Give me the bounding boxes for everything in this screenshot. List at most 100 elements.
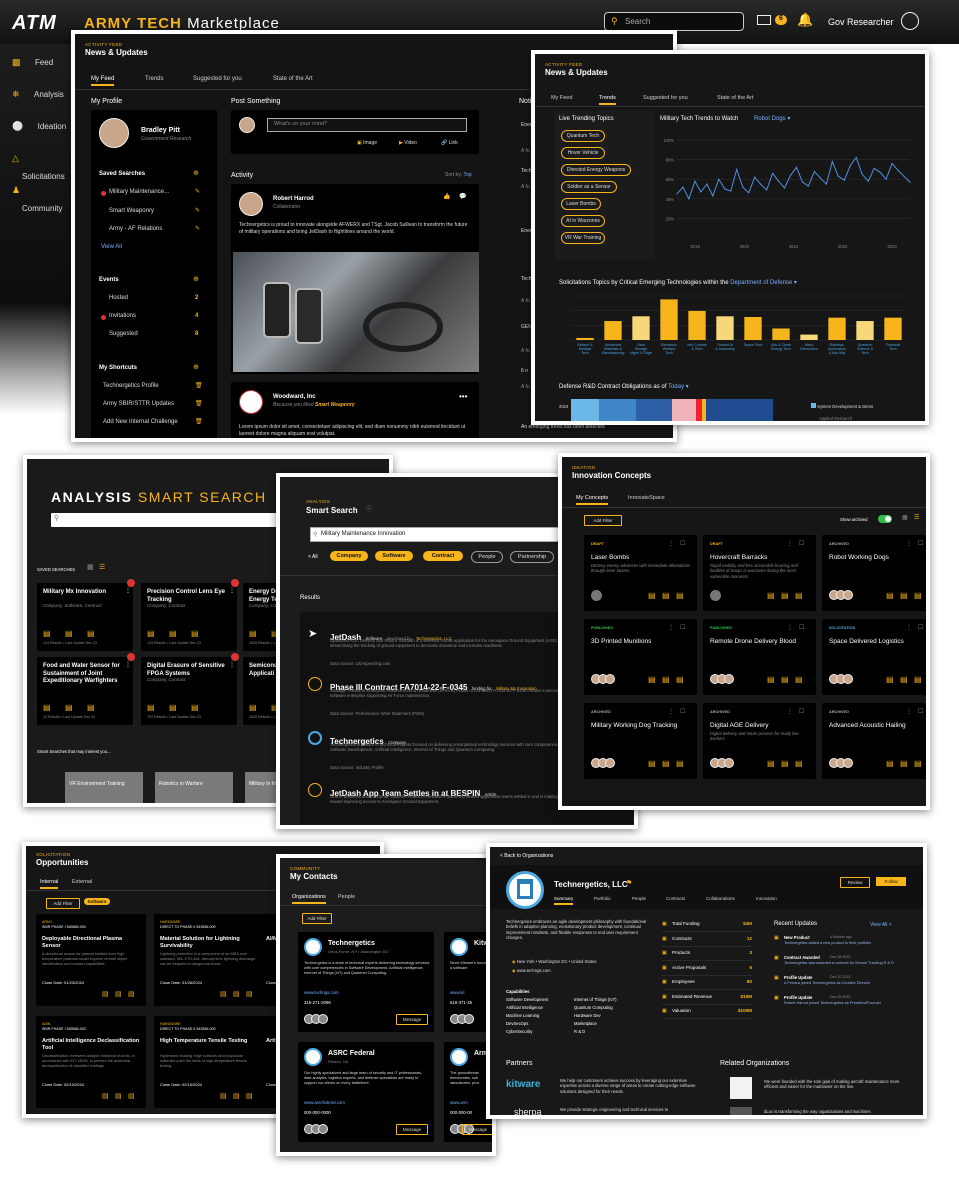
message-button[interactable]: Message [462, 1124, 492, 1135]
result-title-row[interactable]: Technergetics Company [330, 731, 406, 749]
solicitations-bar-chart[interactable]: Biotech & Medical Tech Advanced Materials & M… [555, 290, 915, 370]
link-icon[interactable]: ▤ [102, 1093, 109, 1100]
topic-pill[interactable]: VR War Training [561, 232, 605, 244]
bar-chart-select[interactable]: Department of Defense ▾ [730, 280, 797, 286]
result-title-row[interactable]: JetDash Software developed by Technerget… [330, 627, 452, 645]
doc-icon[interactable]: ▤ [147, 629, 155, 638]
link-icon[interactable]: ▤ [886, 591, 894, 600]
collaborator-avatar[interactable] [605, 674, 615, 684]
share-icon[interactable]: ▤ [914, 759, 922, 768]
comment-icon[interactable]: 💬 [459, 194, 467, 200]
post-author-avatar[interactable] [239, 192, 263, 216]
share-icon[interactable]: ▤ [795, 675, 803, 684]
link-icon[interactable]: ▤ [648, 591, 656, 600]
add-saved-search-icon[interactable]: ⊕ [193, 170, 199, 177]
line-chart-select[interactable]: Robot Dogs ▾ [754, 116, 790, 124]
message-button[interactable]: Message [396, 1124, 428, 1135]
checkbox-icon[interactable]: ☐ [799, 625, 805, 631]
branch-icon[interactable]: ▤ [65, 703, 73, 712]
collaborator-avatar[interactable] [724, 674, 734, 684]
doc-icon[interactable]: ▤ [233, 991, 240, 998]
list-view-icon[interactable]: ☰ [99, 564, 106, 571]
branch-icon[interactable]: ▤ [271, 703, 279, 712]
post-company-name[interactable]: Woodward, Inc [273, 394, 316, 400]
kebab-menu-icon[interactable]: ⋮ [787, 625, 793, 631]
doc-icon[interactable]: ▤ [900, 759, 908, 768]
tab-innovatespace[interactable]: InnovateSpace [628, 495, 665, 501]
image-button[interactable]: ▣ Image [357, 140, 377, 147]
post-author-name[interactable]: Robert Harrod [273, 196, 314, 202]
kebab-menu-icon[interactable]: ⋮ [668, 709, 674, 715]
result-title-row[interactable]: Phase III Contract FA7014-22-F-0345 fund… [330, 677, 537, 695]
bell-icon[interactable]: 🔔 [797, 12, 814, 27]
notification-item[interactable]: A fo [521, 148, 530, 154]
notification-item[interactable]: Tech [521, 168, 532, 174]
trash-icon[interactable]: 🗑 [195, 419, 203, 425]
app-logo[interactable]: ATM [12, 12, 57, 34]
saved-search-card[interactable] [37, 657, 133, 725]
result-dev-link[interactable]: Technergetics, LLC [415, 636, 452, 641]
software-chip[interactable]: Software [84, 898, 110, 905]
tab-my-concepts[interactable]: My Concepts [576, 495, 609, 505]
share-icon[interactable]: ▤ [676, 675, 684, 684]
add-event-icon[interactable]: ⊕ [193, 276, 199, 283]
related-org-logo[interactable] [730, 1107, 752, 1115]
share-icon[interactable]: ▤ [795, 759, 803, 768]
link-icon[interactable]: ▤ [886, 759, 894, 768]
post-photo[interactable] [233, 252, 479, 372]
doc-icon[interactable]: ▤ [233, 1093, 240, 1100]
kebab-menu-icon[interactable]: ⋮ [668, 541, 674, 547]
collaborator-avatar[interactable] [843, 590, 853, 600]
checkbox-icon[interactable]: ☐ [680, 625, 686, 631]
tab-state-of-art[interactable]: State of the Art [717, 95, 754, 101]
saved-search-item[interactable]: Smart Weaponry [109, 208, 154, 214]
kebab-menu-icon[interactable]: ⋮ [125, 662, 131, 668]
event-item-suggested[interactable]: Suggested [109, 331, 138, 337]
branch-icon[interactable]: ▤ [169, 629, 177, 638]
kebab-menu-icon[interactable]: ⋮ [229, 662, 235, 668]
add-filter-button[interactable]: Add Filter [302, 913, 332, 924]
shortcut-item[interactable]: Technergetics Profile [103, 383, 159, 389]
obligations-stacked-bar[interactable] [571, 399, 773, 421]
member-avatar[interactable] [318, 1014, 328, 1024]
filter-chip-company[interactable]: Company [330, 551, 368, 561]
notification-item[interactable]: A fo [521, 384, 530, 390]
doc-icon[interactable]: ▤ [115, 1093, 122, 1100]
org-tab-people[interactable]: People [632, 896, 647, 901]
link-icon[interactable]: ▤ [767, 675, 775, 684]
doc-icon[interactable]: ▤ [781, 759, 789, 768]
org-logo[interactable] [304, 938, 322, 956]
link-icon[interactable]: ▤ [648, 759, 656, 768]
saved-search-card[interactable] [37, 583, 133, 651]
share-icon[interactable]: ▤ [128, 1093, 135, 1100]
view-all-link[interactable]: View All [101, 244, 122, 250]
kebab-menu-icon[interactable]: ⋮ [906, 541, 912, 547]
kebab-menu-icon[interactable]: ⋮ [787, 541, 793, 547]
notification-item[interactable]: 6 n [521, 368, 528, 374]
tab-suggested[interactable]: Suggested for you [643, 95, 688, 101]
interest-card[interactable] [65, 772, 143, 803]
topic-pill[interactable]: Directed Energy Weapons [561, 164, 631, 176]
company-logo[interactable] [239, 390, 263, 414]
chart-icon[interactable]: ▤ [191, 703, 199, 712]
sidebar-item-solicitations[interactable]: △ Solicitations [12, 148, 72, 184]
link-icon[interactable]: ▤ [767, 759, 775, 768]
link-icon[interactable]: ▤ [886, 675, 894, 684]
doc-icon[interactable]: ▤ [147, 703, 155, 712]
saved-search-card[interactable] [141, 583, 237, 651]
notification-item[interactable]: GEN [521, 324, 532, 330]
back-to-organizations-link[interactable]: < Back to Organizations [500, 853, 554, 859]
checkbox-icon[interactable]: ☐ [799, 709, 805, 715]
message-button[interactable]: Message [396, 1014, 428, 1025]
org-tab-summary[interactable]: Summary [554, 896, 574, 905]
global-search[interactable]: ⚲ Search [604, 12, 744, 31]
contact-url[interactable]: www.arm [450, 1100, 468, 1105]
view-all-link[interactable]: View All > [870, 922, 892, 928]
notification-item[interactable]: An emerging trend has been detected [521, 424, 605, 430]
org-logo[interactable] [304, 1048, 322, 1066]
review-button[interactable]: Review [840, 877, 870, 888]
org-tab-contracts[interactable]: Contracts [666, 896, 686, 901]
saved-search-card[interactable] [141, 657, 237, 725]
edit-pencil-icon[interactable]: ✎ [195, 189, 201, 195]
topic-pill[interactable]: AI in Warzones [561, 215, 605, 227]
